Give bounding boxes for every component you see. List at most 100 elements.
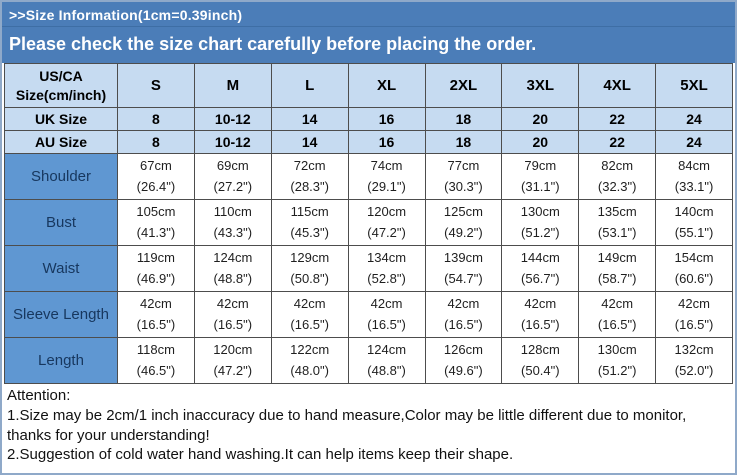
uk-size-cell: 22: [578, 107, 657, 131]
col-header-2xl: 2XL: [424, 63, 503, 108]
sleeve-cell: 42cm (16.5"): [270, 291, 349, 338]
value-cm: 67cm: [140, 157, 172, 173]
waist-cell: 139cm (54.7"): [424, 245, 503, 292]
col-header-5xl: 5XL: [655, 63, 733, 108]
size-table: US/CA Size(cm/inch) S M L XL 2XL 3XL 4XL…: [4, 63, 733, 384]
sleeve-cell: 42cm (16.5"): [347, 291, 426, 338]
value-cm: 110cm: [213, 203, 252, 219]
sleeve-cell: 42cm (16.5"): [424, 291, 503, 338]
value-cm: 105cm: [136, 203, 176, 219]
value-cm: 42cm: [216, 295, 249, 311]
value-inch: (50.4"): [521, 362, 560, 378]
value-inch: (16.5"): [136, 316, 176, 332]
shoulder-cell: 72cm (28.3"): [270, 153, 349, 200]
value-cm: 42cm: [524, 295, 557, 311]
bust-cell: 105cm (41.3"): [117, 199, 195, 246]
value-inch: (30.3"): [444, 178, 483, 194]
value-inch: (50.8"): [290, 270, 329, 286]
length-cell: 120cm (47.2"): [193, 337, 272, 384]
value-inch: (51.2"): [521, 224, 560, 240]
value-inch: (26.4"): [136, 178, 176, 194]
col-header-3xl: 3XL: [501, 63, 580, 108]
value-inch: (31.1"): [521, 178, 560, 194]
value-inch: (41.3"): [136, 224, 176, 240]
value-inch: (16.5"): [290, 316, 329, 332]
length-row: Length 118cm (46.5") 120cm (47.2") 122cm (4…: [4, 337, 733, 384]
uk-size-cell: 10-12: [193, 107, 272, 131]
bust-cell: 125cm (49.2"): [424, 199, 503, 246]
value-cm: 140cm: [674, 203, 714, 219]
value-cm: 82cm: [601, 157, 634, 173]
value-cm: 122cm: [290, 341, 330, 357]
value-inch: (32.3"): [597, 178, 637, 194]
attention-heading: Attention:: [7, 387, 71, 404]
value-cm: 135cm: [597, 203, 637, 219]
banner-subtitle: Please check the size chart carefully be…: [9, 34, 537, 54]
bust-cell: 120cm (47.2"): [347, 199, 426, 246]
value-inch: (16.5"): [597, 316, 637, 332]
shoulder-cell: 69cm (27.2"): [193, 153, 272, 200]
bust-cell: 130cm (51.2"): [501, 199, 580, 246]
value-cm: 84cm: [678, 157, 710, 173]
sleeve-cell: 42cm (16.5"): [193, 291, 272, 338]
shoulder-row: Shoulder 67cm (26.4") 69cm (27.2") 72cm (28…: [4, 153, 733, 200]
value-cm: 119cm: [136, 249, 175, 265]
value-cm: 130cm: [520, 203, 560, 219]
value-cm: 42cm: [447, 295, 480, 311]
value-cm: 74cm: [370, 157, 403, 173]
value-inch: (55.1"): [674, 224, 714, 240]
sleeve-cell: 42cm (16.5"): [655, 291, 733, 338]
col-header-4xl: 4XL: [578, 63, 657, 108]
attention-note-1: 1.Size may be 2cm/1 inch inaccuracy due …: [7, 406, 687, 444]
corner-header: US/CA Size(cm/inch): [4, 63, 118, 108]
value-inch: (54.7"): [444, 270, 483, 286]
col-header-s: S: [117, 63, 195, 108]
value-inch: (45.3"): [290, 224, 329, 240]
value-inch: (51.2"): [597, 362, 637, 378]
au-size-cell: 8: [117, 130, 195, 154]
value-inch: (47.2"): [367, 224, 406, 240]
value-cm: 132cm: [674, 341, 714, 357]
shoulder-cell: 79cm (31.1"): [501, 153, 580, 200]
shoulder-cell: 82cm (32.3"): [578, 153, 657, 200]
shoulder-cell: 84cm (33.1"): [655, 153, 733, 200]
row-label-length: Length: [4, 337, 118, 384]
value-inch: (16.5"): [674, 316, 714, 332]
length-cell: 124cm (48.8"): [347, 337, 426, 384]
bust-cell: 110cm (43.3"): [193, 199, 272, 246]
length-cell: 118cm (46.5"): [117, 337, 195, 384]
uk-size-cell: 8: [117, 107, 195, 131]
au-size-cell: 18: [424, 130, 503, 154]
uk-size-cell: 14: [270, 107, 349, 131]
banner: >>Size Information(1cm=0.39inch) Please …: [2, 2, 735, 63]
bust-cell: 115cm (45.3"): [270, 199, 349, 246]
value-cm: 125cm: [443, 203, 483, 219]
waist-row: Waist 119cm (46.9") 124cm (48.8") 129cm (50…: [4, 245, 733, 292]
banner-title: >>Size Information(1cm=0.39inch): [2, 2, 735, 27]
value-inch: (49.6"): [444, 362, 483, 378]
value-cm: 42cm: [293, 295, 326, 311]
value-inch: (16.5"): [444, 316, 483, 332]
value-inch: (28.3"): [290, 178, 329, 194]
au-size-row: AU Size 8 10-12 14 16 18 20 22 24: [4, 130, 733, 154]
value-cm: 129cm: [290, 249, 330, 265]
row-label-waist: Waist: [4, 245, 118, 292]
value-cm: 134cm: [367, 249, 407, 265]
length-cell: 132cm (52.0"): [655, 337, 733, 384]
value-inch: (16.5"): [367, 316, 406, 332]
uk-size-cell: 16: [347, 107, 426, 131]
value-inch: (52.0"): [674, 362, 714, 378]
value-cm: 77cm: [447, 157, 480, 173]
au-size-cell: 24: [655, 130, 733, 154]
value-inch: (56.7"): [521, 270, 560, 286]
table-header-row: US/CA Size(cm/inch) S M L XL 2XL 3XL 4XL…: [4, 63, 733, 108]
uk-size-cell: 18: [424, 107, 503, 131]
row-label-bust: Bust: [4, 199, 118, 246]
value-cm: 124cm: [367, 341, 407, 357]
shoulder-cell: 77cm (30.3"): [424, 153, 503, 200]
au-size-cell: 10-12: [193, 130, 272, 154]
length-cell: 126cm (49.6"): [424, 337, 503, 384]
value-inch: (16.5"): [213, 316, 253, 332]
waist-cell: 149cm (58.7"): [578, 245, 657, 292]
value-inch: (49.2"): [444, 224, 483, 240]
